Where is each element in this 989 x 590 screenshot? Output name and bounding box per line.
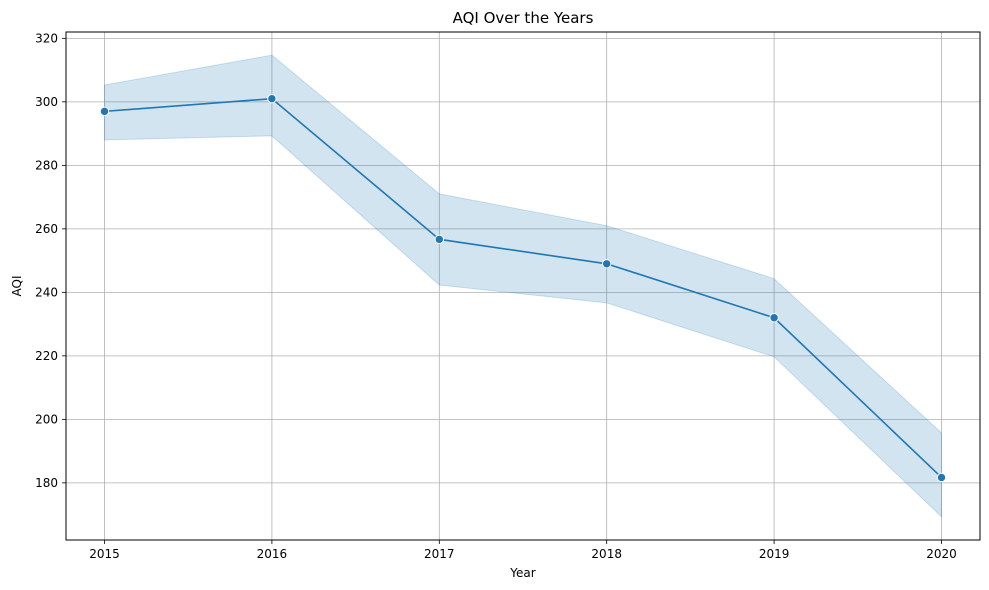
x-tick-label: 2015 xyxy=(89,547,120,561)
y-tick-label: 200 xyxy=(35,412,58,426)
x-axis-ticks: 2015 2016 2017 2018 2019 2020 xyxy=(89,540,957,561)
series-markers xyxy=(99,93,947,483)
data-point-2016 xyxy=(267,93,277,104)
confidence-band xyxy=(104,54,942,518)
y-tick-label: 220 xyxy=(35,349,58,363)
y-tick-label: 180 xyxy=(35,476,58,490)
y-tick-label: 240 xyxy=(35,285,58,299)
data-point-2017 xyxy=(434,234,445,245)
series-line-layer xyxy=(104,97,943,479)
y-axis-ticks: 180 200 220 240 260 280 300 320 xyxy=(35,31,66,490)
data-point-2018 xyxy=(601,259,612,269)
y-tick-label: 260 xyxy=(35,222,58,236)
x-tick-label: 2019 xyxy=(759,547,790,561)
y-axis-label: AQI xyxy=(10,276,24,297)
grid xyxy=(66,32,980,540)
x-axis-label: Year xyxy=(509,566,535,580)
plot-frame xyxy=(65,31,981,541)
y-tick-label: 300 xyxy=(35,95,58,109)
confidence-band-layer xyxy=(104,54,942,518)
chart-title: AQI Over the Years xyxy=(453,9,594,27)
y-tick-label: 280 xyxy=(35,158,58,172)
x-tick-label: 2018 xyxy=(591,547,622,561)
data-point-2020 xyxy=(936,472,947,483)
data-point-2019 xyxy=(769,313,779,323)
data-point-2015 xyxy=(99,106,110,117)
x-tick-label: 2017 xyxy=(424,547,455,561)
y-tick-label: 320 xyxy=(35,31,58,45)
series-line xyxy=(104,97,943,479)
x-tick-label: 2020 xyxy=(926,547,957,561)
x-tick-label: 2016 xyxy=(257,547,288,561)
